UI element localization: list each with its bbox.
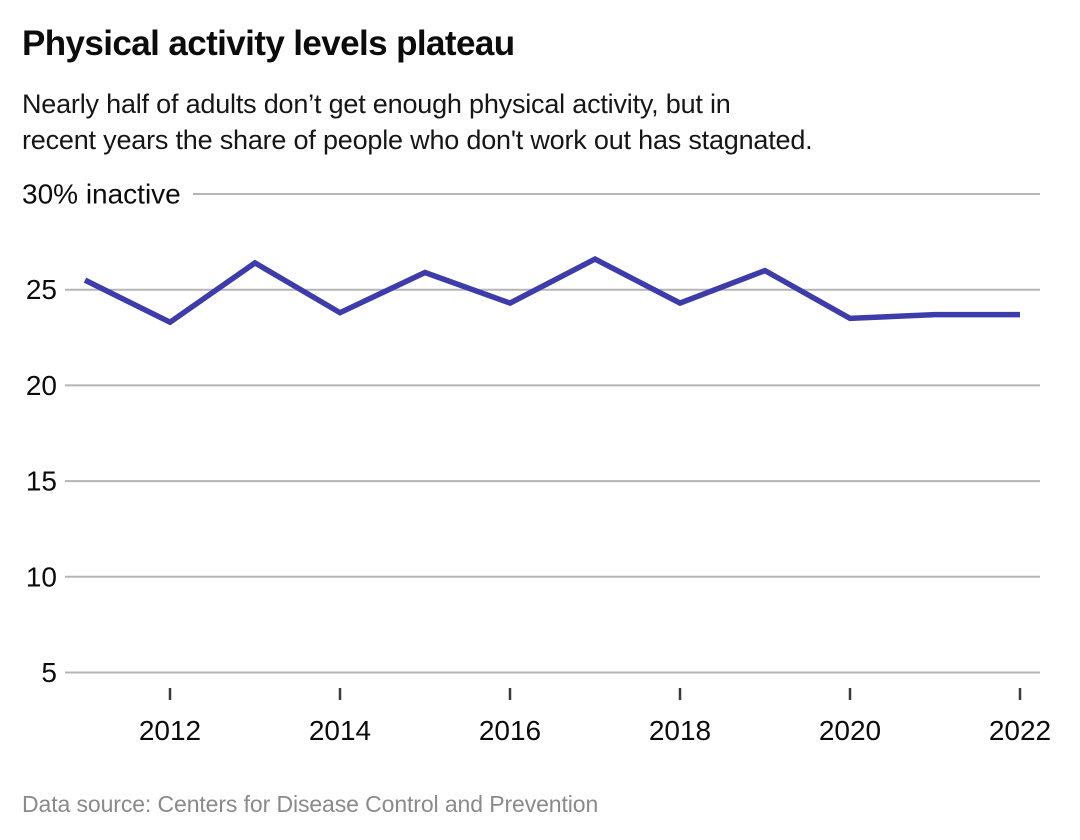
x-axis-labels: 2012 2014 2016 2018 2020 2022 <box>139 715 1051 746</box>
chart-title: Physical activity levels plateau <box>22 24 515 63</box>
y-axis-labels: 30% inactive 25 20 15 10 5 <box>22 180 181 688</box>
x-axis-ticks <box>168 688 1022 700</box>
x-tick-label: 2014 <box>309 715 371 746</box>
y-tick-label: 25 <box>26 274 57 305</box>
x-tick-label: 2016 <box>479 715 541 746</box>
x-tick-label: 2022 <box>989 715 1051 746</box>
y-tick-label: 10 <box>26 561 57 592</box>
y-tick-label: 15 <box>26 466 57 497</box>
x-tick-label: 2012 <box>139 715 201 746</box>
gridlines <box>65 193 1040 674</box>
y-tick-label: 5 <box>41 657 57 688</box>
x-tick-label: 2020 <box>819 715 881 746</box>
data-line <box>83 256 1020 326</box>
y-tick-label: 30% inactive <box>22 180 181 210</box>
y-tick-label: 20 <box>26 370 57 401</box>
x-tick-label: 2018 <box>649 715 711 746</box>
chart-subtitle: Nearly half of adults don’t get enough p… <box>22 89 813 155</box>
data-source: Data source: Centers for Disease Control… <box>22 791 599 817</box>
